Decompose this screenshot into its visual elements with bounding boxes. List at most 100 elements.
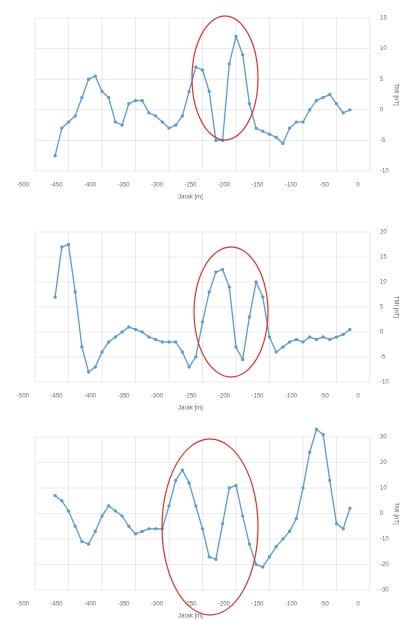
x-tick-label: -100: [285, 394, 298, 400]
x-tick-label: -300: [151, 183, 164, 189]
data-point: [267, 555, 272, 559]
data-point: [73, 290, 77, 294]
data-point: [133, 532, 138, 536]
x-tick-label: -50: [320, 394, 329, 400]
data-point: [113, 335, 117, 339]
data-point: [154, 337, 158, 342]
data-point: [180, 350, 184, 354]
data-point: [53, 154, 57, 158]
data-point: [328, 478, 332, 482]
x-tick-label: -50: [320, 183, 329, 189]
data-point: [341, 527, 345, 531]
highlight-ellipse: [161, 438, 259, 616]
y-tick-label: 10: [380, 46, 387, 52]
y-tick-label: 20: [380, 460, 387, 466]
data-point: [80, 539, 84, 544]
data-point: [174, 478, 178, 482]
x-tick-label: -250: [184, 602, 197, 608]
data-point: [281, 537, 285, 541]
data-point: [133, 99, 138, 103]
data-point: [341, 332, 345, 337]
data-point: [113, 509, 117, 513]
data-point: [120, 330, 124, 334]
data-point: [100, 350, 104, 354]
data-point: [321, 95, 325, 100]
data-point: [267, 335, 272, 339]
data-point: [221, 522, 225, 526]
data-point: [180, 114, 184, 118]
data-point: [140, 529, 144, 533]
x-axis-title: Jarak [m]: [178, 614, 203, 620]
highlight-ellipse: [191, 15, 259, 141]
data-point: [308, 335, 312, 339]
x-tick-label: -300: [151, 602, 164, 608]
data-point: [80, 345, 84, 349]
data-point: [174, 340, 178, 344]
x-tick-label: 0: [356, 183, 360, 189]
data-point: [53, 295, 57, 299]
data-point: [227, 285, 231, 289]
y-tick-label: -10: [380, 169, 389, 175]
y-tick-label: 0: [380, 330, 384, 336]
x-tick-label: -150: [251, 602, 264, 608]
data-point: [328, 92, 332, 97]
data-point: [214, 270, 218, 274]
data-point: [154, 114, 158, 118]
data-point: [200, 68, 205, 72]
data-point: [321, 432, 325, 437]
data-point: [234, 483, 238, 488]
y-axis-title: TMI [nT]: [392, 296, 398, 319]
data-point: [261, 295, 265, 299]
data-point: [247, 542, 251, 546]
data-point: [107, 504, 111, 508]
data-point: [60, 245, 64, 249]
y-tick-label: 15: [380, 255, 387, 261]
data-point: [140, 99, 144, 103]
data-point: [314, 337, 318, 342]
data-point: [274, 135, 278, 139]
data-point: [247, 102, 251, 106]
x-tick-label: 0: [356, 602, 360, 608]
data-point: [348, 506, 352, 510]
data-point: [194, 504, 198, 508]
data-point: [160, 120, 164, 124]
data-point: [60, 126, 64, 130]
data-point: [314, 427, 318, 431]
data-point: [93, 529, 97, 533]
data-point: [100, 89, 104, 94]
x-tick-label: -250: [184, 183, 197, 189]
data-point: [194, 65, 198, 69]
data-point: [281, 345, 285, 349]
x-axis-title: Jarak [m]: [178, 406, 203, 412]
y-tick-label: 10: [380, 486, 387, 492]
y-tick-label: 10: [380, 280, 387, 286]
data-point: [127, 102, 131, 106]
data-point: [147, 111, 151, 115]
highlight-ellipse: [193, 246, 269, 378]
x-tick-label: -350: [117, 183, 130, 189]
y-tick-label: 5: [380, 77, 384, 83]
data-point: [221, 267, 225, 272]
data-point: [334, 335, 339, 339]
x-tick-label: -450: [50, 602, 63, 608]
y-axis-title: TMI [nT]: [392, 83, 398, 106]
x-tick-label: -200: [218, 602, 231, 608]
y-tick-label: 0: [380, 107, 384, 113]
y-tick-label: 20: [380, 230, 387, 236]
x-tick-label: -200: [218, 183, 231, 189]
data-point: [261, 129, 265, 133]
x-tick-label: -200: [218, 394, 231, 400]
data-point: [167, 340, 171, 344]
x-tick-label: -400: [84, 183, 97, 189]
data-point: [254, 562, 258, 567]
x-tick-label: 0: [356, 394, 360, 400]
y-tick-label: -30: [380, 588, 389, 594]
data-point: [93, 365, 97, 369]
data-point: [187, 89, 191, 94]
data-point: [127, 524, 131, 528]
data-point: [274, 545, 278, 549]
data-point: [87, 542, 91, 546]
x-tick-label: -100: [285, 602, 298, 608]
x-tick-label: -400: [84, 602, 97, 608]
data-point: [207, 555, 211, 559]
